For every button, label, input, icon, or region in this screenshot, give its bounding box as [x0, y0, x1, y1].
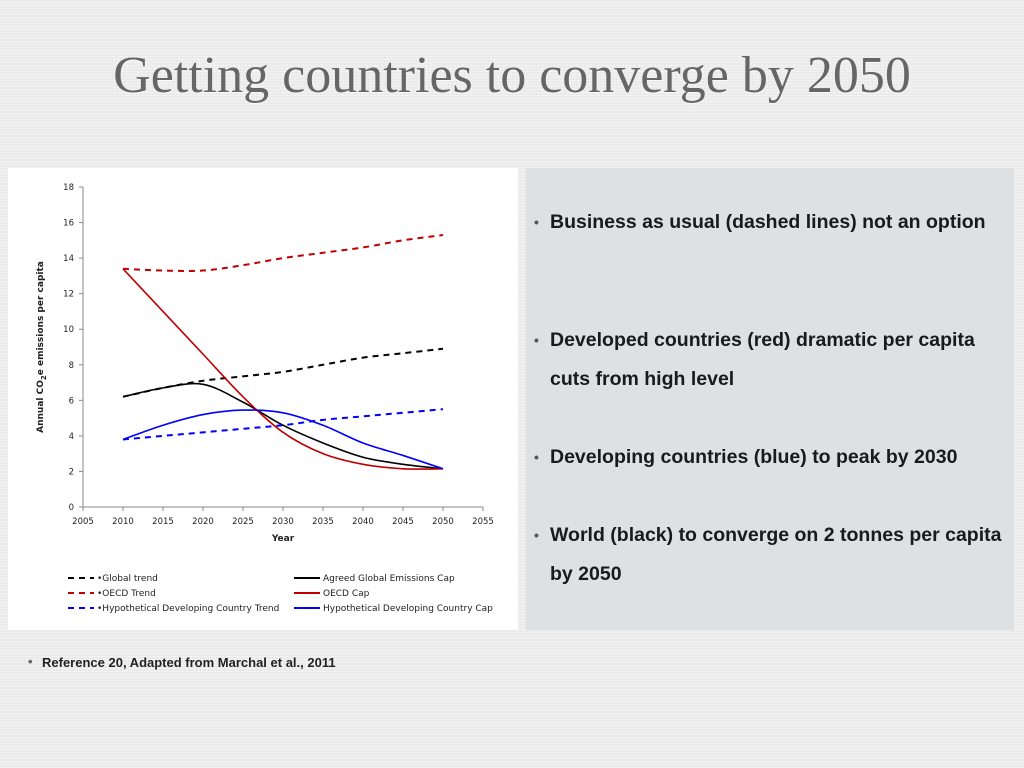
y-tick-label: 6	[69, 396, 74, 406]
bullet-item: • Developed countries (red) dramatic per …	[534, 321, 1006, 399]
bullet-panel: • Business as usual (dashed lines) not an…	[526, 168, 1014, 630]
legend-label-oecd-trend: •OECD Trend	[97, 589, 156, 599]
series-line-global-trend	[122, 347, 444, 398]
bullet-item: • World (black) to converge on 2 tonnes p…	[534, 516, 1006, 594]
series-line-hypothetical-developing-country-cap	[122, 409, 444, 470]
y-tick-label: 4	[69, 432, 74, 442]
bullet-dot-icon: •	[534, 332, 539, 348]
x-tick-label: 2020	[192, 517, 214, 527]
x-tick-label: 2030	[272, 517, 294, 527]
y-tick-label: 18	[63, 183, 74, 193]
bullet-dot-icon: •	[28, 654, 33, 669]
x-tick-label: 2040	[352, 517, 374, 527]
legend-label-hypothetical-developing-country-trend: •Hypothetical Developing Country Trend	[97, 604, 279, 614]
bullet-dot-icon: •	[534, 449, 539, 465]
reference-text: Reference 20, Adapted from Marchal et al…	[42, 655, 336, 670]
x-tick-label: 2055	[472, 517, 494, 527]
reference-note: • Reference 20, Adapted from Marchal et a…	[28, 654, 336, 670]
legend-label-global-trend: •Global trend	[97, 574, 158, 584]
bullet-item: • Business as usual (dashed lines) not an…	[534, 203, 1006, 242]
y-tick-label: 8	[69, 361, 74, 371]
y-tick-label: 2	[69, 467, 74, 477]
legend-label-agreed-global-emissions-cap: Agreed Global Emissions Cap	[323, 574, 455, 584]
bullet-dot-icon: •	[534, 527, 539, 543]
x-tick-label: 2010	[112, 517, 134, 527]
y-axis-label: Annual CO2e emissions per capita	[36, 261, 48, 433]
y-tick-label: 0	[69, 503, 74, 513]
series-line-hypothetical-developing-country-trend	[122, 408, 444, 441]
y-tick-label: 14	[63, 254, 74, 264]
series-line-oecd-cap	[122, 268, 444, 470]
legend-label-oecd-cap: OECD Cap	[323, 589, 370, 599]
legend-label-hypothetical-developing-country-cap: Hypothetical Developing Country Cap	[323, 604, 493, 614]
bullet-text: Business as usual (dashed lines) not an …	[550, 211, 986, 233]
y-tick-label: 10	[63, 325, 74, 335]
x-tick-label: 2050	[432, 517, 454, 527]
x-tick-label: 2045	[392, 517, 414, 527]
slide-title: Getting countries to converge by 2050	[113, 47, 911, 104]
y-tick-label: 16	[63, 219, 74, 229]
series-line-agreed-global-emissions-cap	[122, 382, 444, 470]
bullet-text: Developed countries (red) dramatic per c…	[550, 329, 975, 390]
y-tick-label: 12	[63, 290, 74, 300]
bullet-text: World (black) to converge on 2 tonnes pe…	[550, 524, 1002, 585]
x-axis-label: Year	[271, 534, 295, 544]
bullet-text: Developing countries (blue) to peak by 2…	[550, 446, 958, 468]
x-tick-label: 2035	[312, 517, 334, 527]
x-tick-label: 2025	[232, 517, 254, 527]
series-line-oecd-trend	[122, 234, 444, 273]
bullet-item: • Developing countries (blue) to peak by …	[534, 438, 1006, 477]
x-tick-label: 2015	[152, 517, 174, 527]
chart-panel: 0 2 4 6 8 10 12 14 16 18 2005 2010 2015 2020 2025 2030 2…	[8, 168, 518, 630]
x-tick-label: 2005	[72, 517, 94, 527]
bullet-dot-icon: •	[534, 214, 539, 230]
